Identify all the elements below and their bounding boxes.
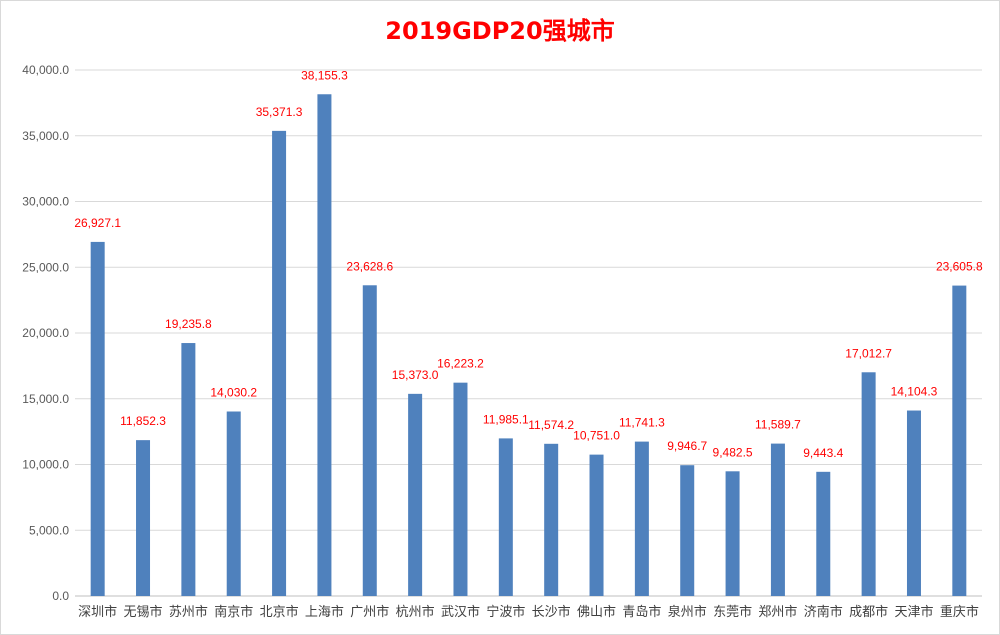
x-category-label: 上海市 xyxy=(305,604,344,620)
x-category-label: 广州市 xyxy=(350,604,389,620)
bar-20 xyxy=(952,285,967,596)
bar-17 xyxy=(816,471,831,596)
x-category-label: 泉州市 xyxy=(668,604,707,620)
data-label: 14,030.2 xyxy=(210,386,257,400)
x-category-label: 无锡市 xyxy=(124,604,163,620)
data-label: 9,946.7 xyxy=(667,439,707,453)
data-label: 16,223.2 xyxy=(437,357,484,371)
data-label: 11,741.3 xyxy=(619,416,665,430)
y-tick-label: 10,000.0 xyxy=(22,458,69,472)
x-category-label: 深圳市 xyxy=(78,604,117,620)
data-label: 11,985.1 xyxy=(483,412,529,426)
bar-5 xyxy=(272,130,287,596)
data-label: 35,371.3 xyxy=(256,105,303,119)
bar-4 xyxy=(226,411,241,596)
x-category-label: 青岛市 xyxy=(622,604,661,620)
bar-2 xyxy=(136,440,151,596)
bar-11 xyxy=(544,443,559,596)
y-tick-label: 20,000.0 xyxy=(22,326,69,340)
data-label: 9,482.5 xyxy=(713,445,753,459)
x-category-label: 苏州市 xyxy=(169,604,208,620)
x-category-label: 北京市 xyxy=(260,604,299,620)
x-category-label: 南京市 xyxy=(214,604,253,620)
y-tick-label: 15,000.0 xyxy=(22,392,69,406)
bar-15 xyxy=(725,471,740,596)
y-tick-label: 30,000.0 xyxy=(22,195,69,209)
y-tick-label: 5,000.0 xyxy=(29,523,69,537)
data-label: 10,751.0 xyxy=(573,429,620,443)
x-category-label: 杭州市 xyxy=(396,604,435,620)
data-label: 14,104.3 xyxy=(891,385,938,399)
x-category-label: 长沙市 xyxy=(532,604,571,620)
bar-7 xyxy=(362,285,377,596)
bar-14 xyxy=(680,465,695,596)
bar-1 xyxy=(90,241,105,596)
data-label: 15,373.0 xyxy=(392,368,439,382)
data-label: 26,927.1 xyxy=(74,216,121,230)
bar-18 xyxy=(861,372,876,596)
y-tick-label: 25,000.0 xyxy=(22,260,69,274)
data-label: 23,605.8 xyxy=(936,260,983,274)
y-tick-label: 35,000.0 xyxy=(22,129,69,143)
y-tick-label: 0.0 xyxy=(52,589,69,603)
bar-6 xyxy=(317,94,332,596)
data-label: 11,852.3 xyxy=(120,414,166,428)
bar-9 xyxy=(453,382,468,596)
x-category-label: 佛山市 xyxy=(577,604,616,620)
data-label: 9,443.4 xyxy=(803,446,843,460)
x-category-label: 东莞市 xyxy=(713,604,752,620)
x-category-label: 成都市 xyxy=(849,604,888,620)
x-category-label: 郑州市 xyxy=(758,604,797,620)
y-tick-label: 40,000.0 xyxy=(22,63,69,77)
data-label: 23,628.6 xyxy=(346,259,393,273)
bar-3 xyxy=(181,343,196,596)
bar-13 xyxy=(634,441,649,596)
x-category-label: 宁波市 xyxy=(486,604,525,620)
bar-8 xyxy=(408,393,423,596)
data-label: 38,155.3 xyxy=(301,68,348,82)
bar-19 xyxy=(906,410,921,596)
data-label: 11,589.7 xyxy=(755,418,801,432)
chart-title: 2019GDP20强城市 xyxy=(385,17,615,45)
data-label: 17,012.7 xyxy=(845,346,892,360)
x-category-label: 重庆市 xyxy=(940,604,979,620)
x-category-label: 济南市 xyxy=(804,604,843,620)
x-category-label: 武汉市 xyxy=(441,604,480,620)
bar-10 xyxy=(498,438,513,596)
data-label: 11,574.2 xyxy=(528,418,574,432)
x-category-label: 天津市 xyxy=(894,604,933,620)
bar-12 xyxy=(589,454,604,596)
data-label: 19,235.8 xyxy=(165,317,212,331)
bar-16 xyxy=(770,443,785,596)
